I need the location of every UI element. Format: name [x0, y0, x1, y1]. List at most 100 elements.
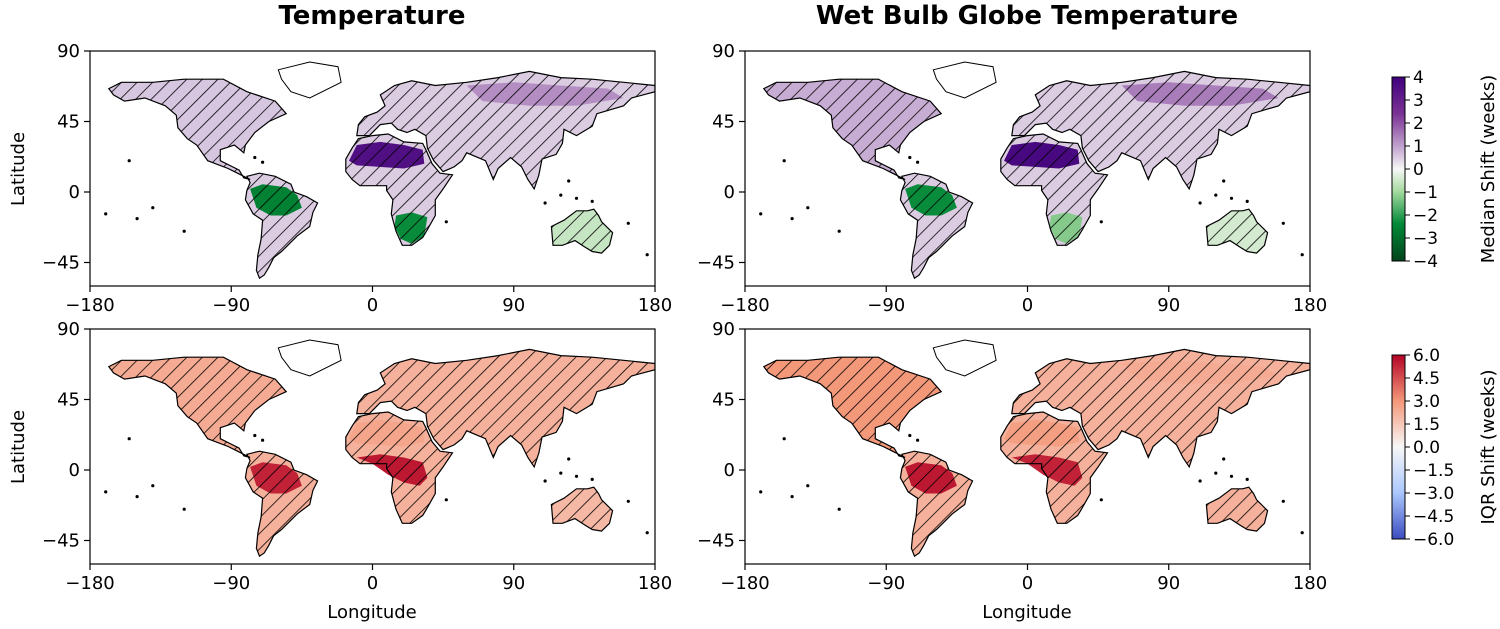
- island-dot: [782, 159, 786, 163]
- land-greenland: [277, 339, 342, 377]
- xlabel-left: Longitude: [327, 602, 417, 623]
- colorbar-tick-label: 6.0: [1413, 346, 1440, 366]
- island-dot: [151, 484, 155, 488]
- x-tick-label: −90: [212, 573, 250, 594]
- map-panel-wbgt-iqr: 90 45 0 −45 −180 −90 0 90 180: [697, 319, 1327, 594]
- y-tick-label: −45: [42, 531, 80, 552]
- land-greenland: [277, 61, 342, 99]
- island-dot: [645, 253, 649, 257]
- colorbar-tick-label: 0: [1413, 160, 1424, 180]
- island-dot: [543, 479, 547, 483]
- map-panel-temperature-median: 90 45 0 −45 −180 −90 0 90 180: [42, 41, 672, 316]
- colorbar-tick-label: 1.5: [1413, 415, 1440, 435]
- col-title-wbgt: Wet Bulb Globe Temperature: [816, 1, 1238, 31]
- y-tick-label: 90: [712, 41, 735, 62]
- x-tick-label: 0: [1022, 295, 1033, 316]
- island-dot: [626, 221, 630, 225]
- island-dot: [253, 433, 257, 438]
- island-dot: [444, 498, 448, 502]
- x-tick-label: 180: [638, 573, 672, 594]
- x-tick-label: −180: [65, 573, 114, 594]
- island-dot: [626, 499, 630, 503]
- island-dot: [567, 457, 571, 461]
- colorbar-tick-label: −4: [1413, 252, 1438, 272]
- y-tick-label: 0: [69, 460, 80, 481]
- island-dot: [1245, 199, 1249, 203]
- island-dot: [574, 196, 579, 200]
- y-tick-label: 45: [57, 390, 80, 411]
- island-dot: [574, 474, 579, 478]
- y-tick-label: 45: [712, 112, 735, 133]
- colorbar-tick-label: −2: [1413, 206, 1438, 226]
- x-tick-label: 0: [367, 573, 378, 594]
- island-dot: [261, 438, 265, 442]
- island-dot: [916, 160, 920, 164]
- island-dot: [645, 531, 649, 535]
- x-tick-label: −90: [867, 573, 905, 594]
- island-dot: [104, 490, 108, 494]
- y-tick-label: 0: [69, 182, 80, 203]
- x-tick-label: 0: [367, 295, 378, 316]
- island-dot: [1300, 531, 1304, 535]
- island-dot: [790, 495, 794, 499]
- map-panel-wbgt-median: 90 45 0 −45 −180 −90 0 90 180: [697, 41, 1327, 316]
- x-tick-label: 90: [1157, 573, 1180, 594]
- island-dot: [104, 212, 108, 216]
- island-dot: [543, 201, 547, 205]
- island-dot: [1300, 253, 1304, 257]
- island-dot: [1198, 479, 1202, 483]
- island-dot: [590, 199, 594, 203]
- y-tick-label: 45: [712, 390, 735, 411]
- colorbar-tick-label: 0.0: [1413, 438, 1440, 458]
- island-dot: [782, 437, 786, 441]
- island-dot: [908, 155, 912, 160]
- y-tick-label: −45: [697, 253, 735, 274]
- island-dot: [127, 437, 131, 441]
- colorbar-tick-label: −4.5: [1413, 507, 1454, 527]
- island-dot: [1245, 477, 1249, 481]
- x-tick-label: 90: [502, 295, 525, 316]
- y-tick-label: −45: [42, 253, 80, 274]
- island-dot: [1229, 474, 1234, 478]
- x-tick-label: 180: [1293, 573, 1327, 594]
- y-tick-label: 90: [712, 319, 735, 340]
- island-dot: [590, 477, 594, 481]
- y-tick-label: 90: [57, 41, 80, 62]
- island-dot: [837, 229, 841, 233]
- island-dot: [806, 206, 810, 210]
- colorbar-tick-label: 1: [1413, 137, 1424, 157]
- island-dot: [151, 206, 155, 210]
- colorbar-tick-label: −6.0: [1413, 530, 1454, 550]
- col-title-temperature: Temperature: [278, 1, 465, 31]
- island-dot: [1281, 499, 1285, 503]
- colorbar-tick-label: 4: [1413, 68, 1424, 88]
- island-dot: [135, 217, 139, 221]
- y-tick-label: 0: [724, 182, 735, 203]
- island-dot: [559, 193, 563, 197]
- x-tick-label: 180: [1293, 295, 1327, 316]
- y-tick-label: 90: [57, 319, 80, 340]
- colorbar-tick-label: 2: [1413, 114, 1424, 134]
- island-dot: [261, 160, 265, 164]
- island-dot: [182, 229, 186, 233]
- y-tick-label: 0: [724, 460, 735, 481]
- x-tick-label: −180: [720, 295, 769, 316]
- island-dot: [908, 433, 912, 438]
- xlabel-right: Longitude: [982, 602, 1072, 623]
- island-dot: [127, 159, 131, 163]
- island-dot: [559, 471, 563, 475]
- island-dot: [182, 507, 186, 511]
- island-dot: [1198, 201, 1202, 205]
- colorbar-median-gradient: [1391, 76, 1406, 262]
- colorbar-tick-label: −3.0: [1413, 484, 1454, 504]
- x-tick-label: 0: [1022, 573, 1033, 594]
- island-dot: [837, 507, 841, 511]
- ylabel-top: Latitude: [8, 132, 29, 206]
- island-dot: [253, 155, 257, 160]
- colorbar-tick-label: 3.0: [1413, 392, 1440, 412]
- island-dot: [806, 484, 810, 488]
- x-tick-label: 180: [638, 295, 672, 316]
- island-dot: [1214, 471, 1218, 475]
- island-dot: [135, 495, 139, 499]
